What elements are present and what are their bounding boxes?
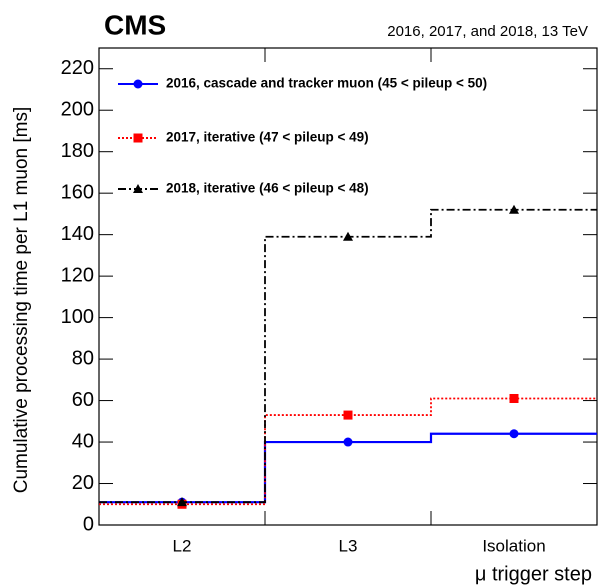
marker [133,79,143,89]
y-tick-label: 100 [61,306,94,328]
y-axis-label: Cumulative processing time per L1 muon [… [11,107,32,494]
x-axis-label: μ trigger step [475,563,592,585]
y-tick-label: 80 [72,347,94,369]
x-tick-label: L3 [339,536,358,555]
marker [343,437,353,447]
step-line [99,397,597,506]
y-tick-label: 220 [61,57,94,79]
marker [133,184,143,193]
marker [509,429,519,439]
y-tick-label: 120 [61,264,94,286]
y-tick-label: 0 [83,513,94,535]
marker [343,410,353,420]
y-tick-label: 20 [72,472,94,494]
chart-subtitle: 2016, 2017, and 2018, 13 TeV [387,23,588,40]
chart-title: CMS [104,9,166,40]
plot-frame [98,47,598,526]
step-line [99,208,597,504]
marker [343,231,353,241]
y-tick-label: 160 [61,181,94,203]
legend-label: 2016, cascade and tracker muon (45 < pil… [166,76,487,91]
legend-label: 2018, iterative (46 < pileup < 48) [166,181,369,196]
y-tick-label: 60 [72,389,94,411]
y-tick-label: 180 [61,140,94,162]
x-tick-label: Isolation [482,536,545,555]
marker [509,393,519,403]
marker [133,133,143,143]
y-tick-label: 200 [61,98,94,120]
y-tick-label: 140 [61,223,94,245]
legend-label: 2017, iterative (47 < pileup < 49) [166,130,369,145]
y-tick-label: 40 [72,430,94,452]
x-tick-label: L2 [173,536,192,555]
marker [509,204,519,214]
marker [177,497,187,507]
